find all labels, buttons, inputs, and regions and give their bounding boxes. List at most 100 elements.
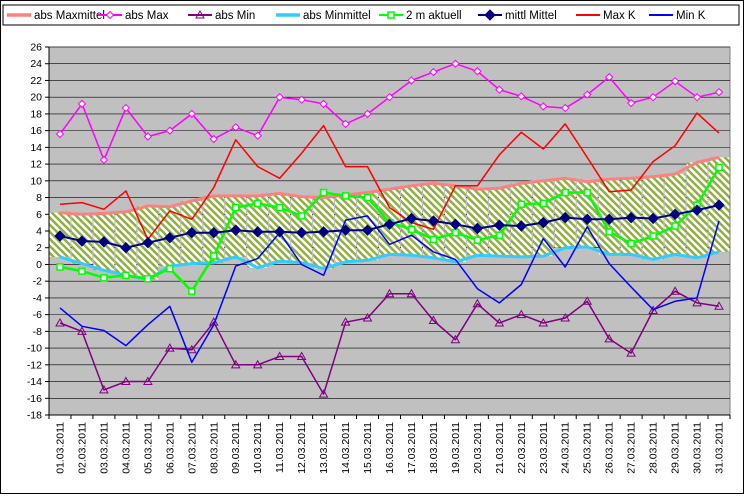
y-tick-label: -14 <box>27 376 42 388</box>
data-point-abs-min <box>230 359 241 369</box>
x-tick-label: 09.03.2011 <box>230 422 242 474</box>
y-tick-label: 18 <box>30 108 42 120</box>
data-point-abs-min <box>428 315 439 324</box>
data-point-2-m-aktuell <box>297 212 306 220</box>
data-point-mittl-mittel <box>493 219 506 231</box>
x-tick-label: 06.03.2011 <box>164 422 176 474</box>
legend-item-abs-maxmittel: abs Maxmittel <box>7 10 105 22</box>
data-point-2-m-aktuell <box>122 271 130 280</box>
y-tick-label: 16 <box>30 125 42 137</box>
x-tick-label: 13.03.2011 <box>318 422 330 474</box>
data-point-abs-max <box>99 155 109 165</box>
x-tick-label: 15.03.2011 <box>362 422 374 474</box>
x-tick-label: 23.03.2011 <box>538 422 550 474</box>
data-point-abs-min <box>494 317 505 327</box>
y-tick-label: -2 <box>33 276 42 288</box>
y-tick-label: 24 <box>30 58 42 70</box>
data-point-abs-min <box>692 297 702 307</box>
data-point-abs-max <box>385 92 394 102</box>
data-point-abs-max <box>231 123 240 132</box>
data-point-2-m-aktuell <box>473 236 482 244</box>
y-tick-label: 20 <box>30 92 42 104</box>
data-point-mittl-mittel <box>142 237 154 249</box>
data-point-mittl-mittel <box>251 226 264 238</box>
legend-marker-abs-max <box>105 10 115 20</box>
x-tick-label: 02.03.2011 <box>76 422 88 474</box>
x-tick-label: 14.03.2011 <box>340 422 352 474</box>
x-tick-label: 04.03.2011 <box>120 422 132 474</box>
data-point-abs-max <box>275 92 284 102</box>
y-tick-label: 6 <box>36 209 42 221</box>
y-tick-label: -4 <box>33 292 42 304</box>
series-min-k <box>59 215 720 364</box>
data-point-abs-min <box>384 288 395 298</box>
data-point-mittl-mittel <box>647 212 659 225</box>
legend-label-abs-maxmittel: abs Maxmittel <box>34 10 105 22</box>
x-tick-label: 17.03.2011 <box>406 422 418 474</box>
data-point-abs-min <box>406 288 417 298</box>
data-point-2-m-aktuell <box>231 203 240 212</box>
data-point-abs-max <box>714 87 724 97</box>
data-point-abs-min <box>318 389 329 398</box>
data-point-abs-max <box>407 76 416 85</box>
x-tick-label: 28.03.2011 <box>648 422 660 474</box>
data-point-2-m-aktuell <box>319 188 328 197</box>
data-point-mittl-mittel <box>295 226 308 239</box>
data-point-mittl-mittel <box>339 224 352 236</box>
data-point-mittl-mittel <box>713 199 725 211</box>
x-tick-label: 05.03.2011 <box>142 422 154 474</box>
x-tick-label: 22.03.2011 <box>516 422 528 474</box>
data-point-abs-min <box>670 286 680 295</box>
legend-label-2-m-aktuell: 2 m aktuell <box>406 10 462 22</box>
data-point-2-m-aktuell <box>275 203 284 212</box>
data-point-abs-max <box>77 99 87 109</box>
y-tick-label: 10 <box>30 175 42 187</box>
data-point-abs-min <box>296 351 307 360</box>
data-point-mittl-mittel <box>691 204 703 216</box>
data-point-abs-max <box>143 132 153 141</box>
x-tick-label: 31.03.2011 <box>714 422 726 474</box>
data-point-abs-max <box>165 126 175 135</box>
x-tick-label: 01.03.2011 <box>54 422 66 474</box>
data-point-mittl-mittel <box>230 224 242 236</box>
data-point-2-m-aktuell <box>188 287 196 295</box>
data-point-abs-min <box>538 317 549 327</box>
x-tick-label: 26.03.2011 <box>604 422 616 474</box>
data-point-abs-min <box>450 334 461 344</box>
legend-label-abs-max: abs Max <box>125 10 169 22</box>
x-tick-label: 03.03.2011 <box>98 422 110 474</box>
data-point-2-m-aktuell <box>583 188 591 197</box>
data-point-abs-min <box>99 384 109 394</box>
data-point-mittl-mittel <box>317 226 330 238</box>
data-point-abs-max <box>341 119 350 129</box>
y-tick-label: -12 <box>27 359 42 371</box>
range-band-bar <box>466 189 488 256</box>
legend-label-abs-minmittel: abs Minmittel <box>303 10 371 22</box>
series-line-min-k <box>59 215 720 364</box>
y-tick-label: -18 <box>27 410 42 422</box>
data-point-abs-min <box>252 359 263 369</box>
data-point-abs-max <box>692 92 702 102</box>
data-point-abs-min <box>77 326 87 335</box>
data-point-abs-min <box>604 333 615 343</box>
data-point-2-m-aktuell <box>671 222 679 230</box>
data-point-abs-max <box>121 103 131 113</box>
y-tick-label: 14 <box>30 142 42 154</box>
data-point-2-m-aktuell <box>649 232 657 240</box>
data-point-abs-max <box>297 95 306 104</box>
legend-item-min-k: Min K <box>649 10 706 22</box>
data-point-2-m-aktuell <box>451 228 460 237</box>
data-point-mittl-mittel <box>581 213 593 225</box>
x-tick-label: 11.03.2011 <box>274 422 286 473</box>
legend-marker-abs-minmittel <box>285 13 291 17</box>
series-abs-maxmittel <box>59 155 720 216</box>
legend-marker-abs-min <box>195 9 205 19</box>
y-tick-label: 8 <box>36 192 42 204</box>
data-point-abs-max <box>253 131 262 140</box>
series-max-k <box>59 112 720 241</box>
data-point-abs-max <box>517 92 526 101</box>
x-tick-label: 16.03.2011 <box>384 422 396 474</box>
range-band-bar <box>510 183 532 257</box>
x-tick-label: 07.03.2011 <box>186 422 198 474</box>
